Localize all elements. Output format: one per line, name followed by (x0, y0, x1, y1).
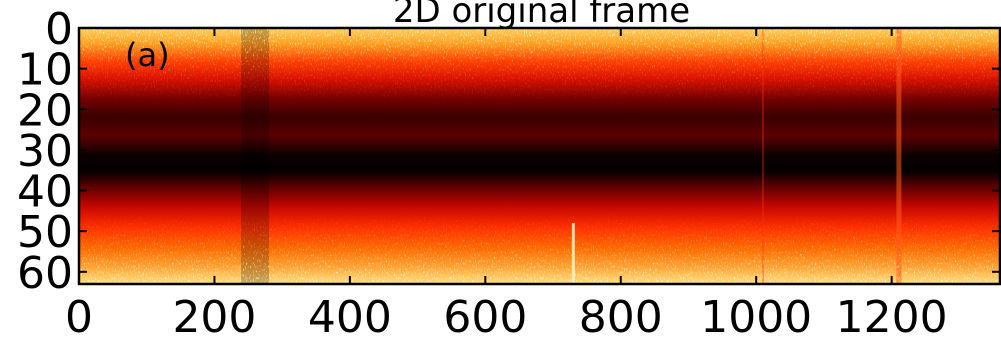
x-tick-label: 0 (65, 292, 93, 338)
y-tick-label: 50 (17, 207, 73, 258)
x-tick-label: 1200 (836, 292, 948, 338)
x-tick-label: 800 (579, 292, 663, 338)
x-tick-label: 1000 (700, 292, 812, 338)
y-tick-label: 30 (17, 126, 73, 177)
y-tick-label: 60 (17, 248, 73, 299)
y-tick-label: 20 (17, 85, 73, 136)
plot-area (79, 28, 1000, 284)
chart-title: 2D original frame (393, 0, 690, 31)
x-tick-label: 400 (308, 292, 392, 338)
x-tick-label: 600 (443, 292, 527, 338)
heatmap-noise (79, 28, 1000, 284)
x-tick-label: 200 (172, 292, 256, 338)
y-tick-label: 40 (17, 167, 73, 218)
x-axis: 0 200 400 600 800 1000 1200 (65, 28, 948, 338)
plot-frame (77, 26, 1001, 286)
y-tick-label: 10 (17, 45, 73, 96)
panel-label: (a) (125, 36, 170, 74)
y-tick-label: 0 (45, 4, 73, 55)
